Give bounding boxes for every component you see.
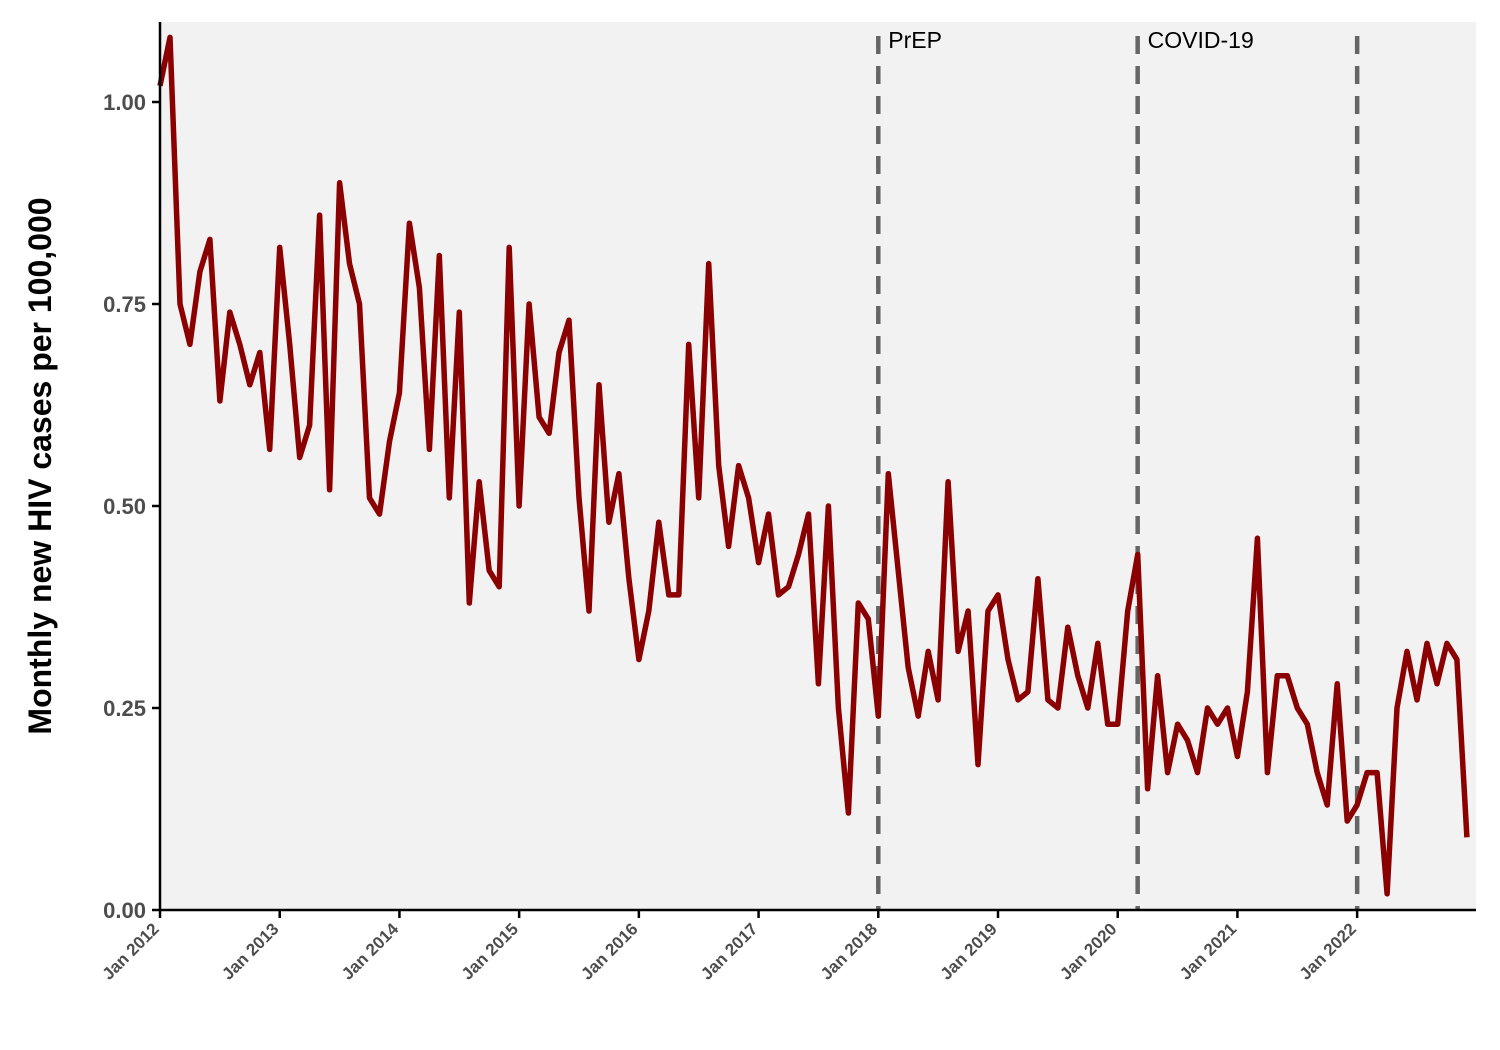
x-tick-label-5: Jan 2017 bbox=[697, 919, 761, 983]
y-tick-label-1: 0.25 bbox=[103, 696, 146, 721]
y-tick-label-3: 0.75 bbox=[103, 292, 146, 317]
event-label-0: PrEP bbox=[888, 27, 942, 53]
x-tick-label-1: Jan 2013 bbox=[218, 919, 282, 983]
y-tick-label-0: 0.00 bbox=[103, 898, 146, 923]
series-line-0 bbox=[157, 34, 1470, 897]
x-tick-label-10: Jan 2022 bbox=[1296, 919, 1360, 983]
x-axis-ticks: Jan 2012 Jan 2013 Jan 2014 Jan 2015 Jan 2016… bbox=[99, 910, 1360, 984]
series-group bbox=[157, 34, 1470, 897]
event-annotations: PrEP COVID-19 bbox=[888, 27, 1253, 53]
y-tick-label-4: 1.00 bbox=[103, 90, 146, 115]
x-tick-label-8: Jan 2020 bbox=[1056, 919, 1120, 983]
x-tick-label-7: Jan 2019 bbox=[937, 919, 1001, 983]
x-tick-label-3: Jan 2015 bbox=[458, 919, 522, 983]
x-tick-label-6: Jan 2018 bbox=[817, 919, 881, 983]
x-tick-label-4: Jan 2016 bbox=[577, 919, 641, 983]
y-axis-ticks: 0.00 0.25 0.50 0.75 1.00 bbox=[103, 90, 160, 923]
event-label-1: COVID-19 bbox=[1148, 27, 1254, 53]
y-tick-label-2: 0.50 bbox=[103, 494, 146, 519]
event-lines bbox=[876, 36, 1360, 910]
x-tick-label-9: Jan 2021 bbox=[1176, 919, 1240, 983]
x-tick-label-0: Jan 2012 bbox=[99, 919, 163, 983]
plot-panel bbox=[160, 22, 1476, 910]
y-axis-label: Monthly new HIV cases per 100,000 bbox=[22, 197, 58, 734]
x-tick-label-2: Jan 2014 bbox=[338, 919, 403, 984]
